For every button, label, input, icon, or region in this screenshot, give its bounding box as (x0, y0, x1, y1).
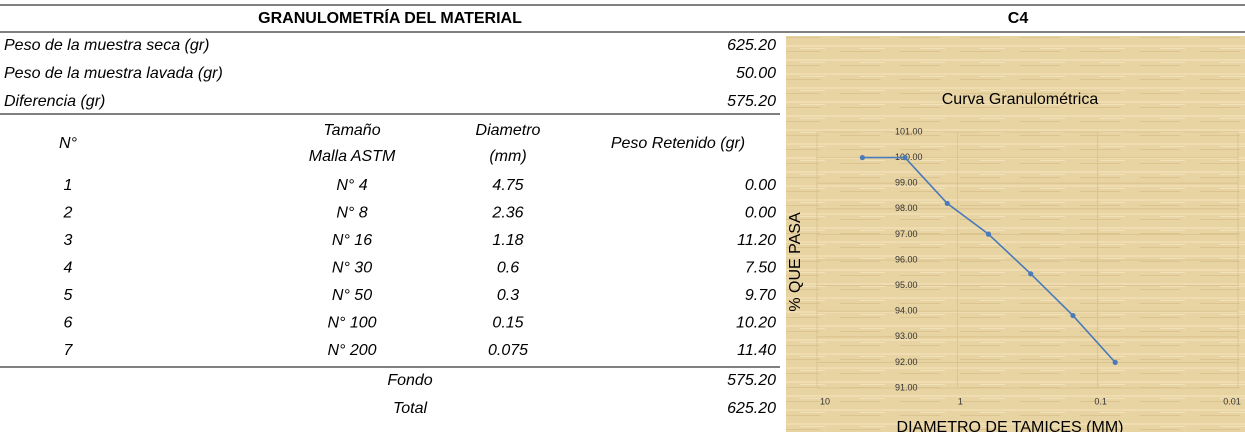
table-cell: 1 (64, 177, 73, 194)
table-cell: 0.00 (745, 205, 776, 222)
y-tick-label: 100.00 (895, 152, 923, 162)
table-cell: N° 4 (336, 177, 367, 194)
table-cell: 1.18 (492, 232, 523, 249)
table-cell: 2 (63, 205, 73, 222)
y-tick-label: 98.00 (895, 203, 918, 213)
column-header: Peso Retenido (gr) (611, 135, 745, 152)
sample-code: C4 (1008, 10, 1029, 27)
point (944, 200, 950, 207)
column-header: Diametro (476, 122, 541, 139)
table-cell: N° 30 (332, 260, 372, 277)
point (985, 231, 992, 237)
x-tick-label: 10 (820, 396, 830, 406)
y-tick-label: 99.00 (895, 178, 918, 188)
y-tick-label: 93.00 (895, 331, 918, 341)
point (1070, 312, 1076, 319)
summary-label: Peso de la muestra lavada (gr) (4, 65, 223, 82)
table-cell: 2.36 (491, 205, 523, 222)
y-axis-label: % QUE PASA (787, 212, 804, 312)
table-cell: 7.50 (745, 260, 776, 277)
table-cell: 3 (64, 232, 73, 249)
table-cell: N° 100 (327, 315, 376, 332)
table-cell: 4.75 (492, 177, 523, 194)
summary-value: 575.20 (727, 93, 776, 110)
x-axis-label: DIAMETRO DE TAMICES (MM) (897, 419, 1124, 432)
table-cell: N° 200 (327, 342, 376, 359)
summary-value: 625.20 (727, 37, 776, 54)
y-tick-label: 95.00 (895, 280, 918, 290)
table-cell: N° 16 (332, 232, 372, 249)
table-cell: N° 8 (336, 205, 367, 222)
table-cell: 11.20 (737, 232, 776, 249)
point (859, 155, 865, 161)
column-header: N° (59, 135, 78, 152)
footer-label: Total (393, 400, 428, 417)
column-header: Tamaño (323, 122, 380, 139)
table-cell: 0.00 (745, 177, 776, 194)
point (1028, 271, 1034, 277)
y-tick-label: 94.00 (895, 306, 918, 316)
summary-label: Peso de la muestra seca (gr) (4, 37, 209, 54)
table-cell: N° 50 (332, 287, 372, 304)
footer-value: 625.20 (727, 400, 776, 417)
column-header: Malla ASTM (309, 148, 396, 165)
x-tick-label: 0.1 (1094, 396, 1107, 406)
summary-value: 50.00 (736, 65, 776, 82)
table-cell: 11.40 (737, 342, 776, 359)
table-cell: 7 (64, 342, 74, 359)
table-cell: 4 (64, 260, 73, 277)
table-cell: 5 (64, 287, 73, 304)
table-cell: 0.6 (497, 260, 519, 277)
x-tick-label: 0.01 (1223, 396, 1241, 406)
point (1112, 359, 1118, 365)
table-cell: 10.20 (736, 315, 776, 332)
y-tick-label: 92.00 (895, 357, 918, 367)
summary-label: Diferencia (gr) (4, 93, 105, 110)
point (902, 155, 908, 161)
y-tick-label: 91.00 (895, 382, 918, 392)
y-tick-label: 101.00 (895, 126, 923, 136)
table-cell: 0.075 (488, 342, 528, 359)
table-cell: 0.3 (497, 287, 519, 304)
footer-label: Fondo (387, 372, 432, 389)
y-tick-label: 96.00 (895, 254, 918, 264)
footer-value: 575.20 (727, 372, 776, 389)
table-cell: 9.70 (745, 287, 776, 304)
chart-title: Curva Granulométrica (942, 91, 1099, 108)
column-header: (mm) (489, 148, 526, 165)
x-tick-label: 1 (958, 396, 963, 406)
table-title: GRANULOMETRÍA DEL MATERIAL (258, 8, 522, 27)
y-tick-label: 97.00 (895, 229, 918, 239)
table-cell: 6 (64, 315, 73, 332)
table-cell: 0.15 (492, 315, 523, 332)
